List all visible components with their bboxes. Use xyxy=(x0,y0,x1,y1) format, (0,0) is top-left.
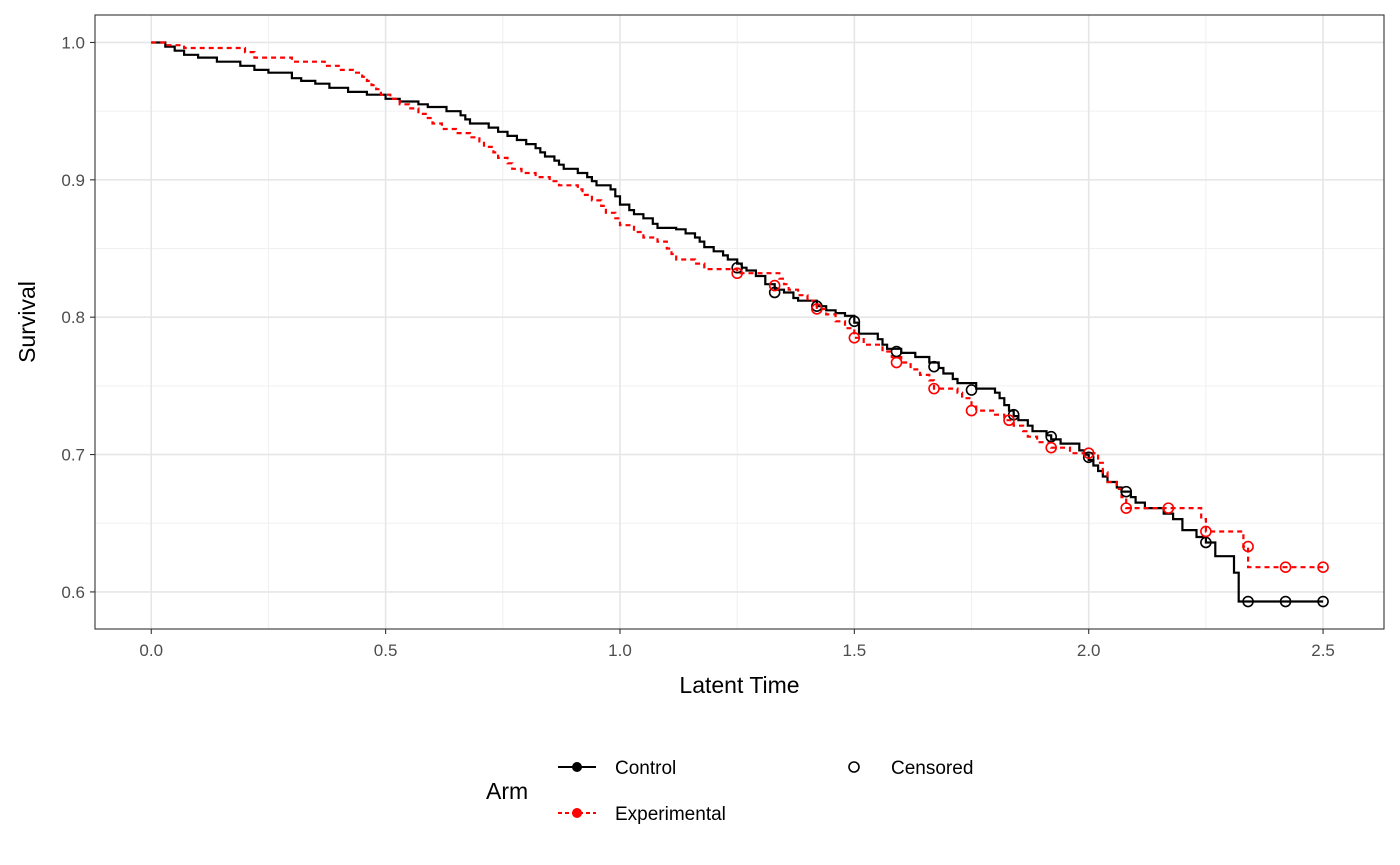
x-tick-label: 1.5 xyxy=(843,641,867,660)
legend-label-censored: Censored xyxy=(891,758,973,779)
censor-marker-experimental xyxy=(1003,414,1015,427)
legend-item-experimental: Experimental xyxy=(558,804,726,825)
censor-marker-control xyxy=(1082,451,1095,464)
legend-key-censored-marker xyxy=(848,761,860,773)
censor-marker-experimental xyxy=(1120,502,1132,514)
legend-key-control-dot xyxy=(572,762,582,772)
x-axis-title: Latent Time xyxy=(679,672,799,698)
censor-marker-experimental xyxy=(1082,447,1095,459)
x-tick-label: 2.5 xyxy=(1311,641,1335,660)
censor-marker-experimental xyxy=(1162,502,1175,514)
censor-marker-control xyxy=(928,360,940,373)
censor-marker-experimental xyxy=(1242,540,1254,553)
panel-background xyxy=(95,15,1384,629)
legend-title: Arm xyxy=(486,778,528,804)
legend: Arm Control Experimental Censored xyxy=(486,758,973,825)
legend-item-control: Control xyxy=(558,758,676,779)
legend-key-experimental-dot xyxy=(572,808,582,818)
censor-marker-experimental xyxy=(811,303,823,315)
censor-marker-control xyxy=(1242,595,1254,608)
censor-marker-control xyxy=(1200,536,1212,549)
y-tick-label: 0.8 xyxy=(61,308,85,327)
y-tick-label: 1.0 xyxy=(61,33,85,52)
censor-marker-experimental xyxy=(848,331,861,344)
y-tick-label: 0.6 xyxy=(61,583,85,602)
censor-markers xyxy=(731,261,1329,608)
censor-marker-experimental xyxy=(1045,441,1058,454)
legend-item-censored: Censored xyxy=(848,758,973,779)
censor-marker-experimental xyxy=(1317,561,1329,573)
censor-marker-control xyxy=(1045,430,1058,443)
censor-marker-experimental xyxy=(768,279,781,292)
legend-label-control: Control xyxy=(615,758,676,779)
x-tick-label: 0.5 xyxy=(374,641,398,660)
y-axis-title: Survival xyxy=(14,281,40,363)
censor-marker-control xyxy=(965,384,978,396)
censor-marker-experimental xyxy=(890,356,903,369)
x-tick-label: 0.0 xyxy=(139,641,163,660)
censor-marker-control xyxy=(768,286,781,299)
x-tick-label: 2.0 xyxy=(1077,641,1101,660)
x-tick-label: 1.0 xyxy=(608,641,632,660)
censor-marker-experimental xyxy=(928,382,940,395)
censor-marker-experimental xyxy=(731,267,743,280)
series-line-experimental xyxy=(151,41,1324,569)
legend-label-experimental: Experimental xyxy=(615,804,726,825)
censor-marker-control xyxy=(1317,595,1329,608)
censor-marker-experimental xyxy=(965,404,978,417)
censor-marker-control xyxy=(1120,485,1132,498)
panel-border xyxy=(94,14,1385,630)
censor-marker-experimental xyxy=(1279,561,1292,573)
censor-marker-control xyxy=(731,261,743,274)
axes: 0.0 0.5 1.0 1.5 2.0 2.5 0.6 0.7 0.8 0.9 1.0 xyxy=(61,33,1335,660)
censor-marker-control xyxy=(1279,595,1292,608)
censor-marker-control xyxy=(848,315,861,328)
y-tick-label: 0.9 xyxy=(61,171,85,190)
censor-marker-experimental xyxy=(1200,525,1212,538)
censor-marker-control xyxy=(890,345,903,358)
y-tick-label: 0.7 xyxy=(61,446,85,465)
